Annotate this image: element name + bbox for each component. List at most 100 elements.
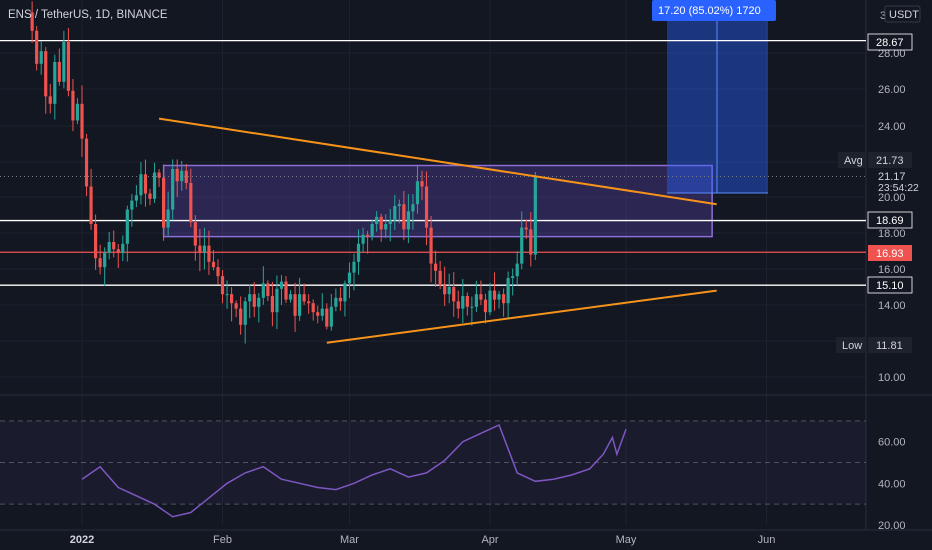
candle-body (492, 290, 497, 300)
candle-body (257, 297, 261, 307)
candle-body (438, 270, 442, 286)
countdown-value: 23:54:22 (878, 182, 919, 194)
candle-body (515, 263, 519, 277)
candle-body (53, 62, 57, 104)
last-price-value: 21.17 (878, 171, 906, 183)
candle-body (180, 170, 184, 182)
grid (0, 0, 932, 531)
candle-body (207, 245, 211, 262)
candle-body (243, 301, 247, 325)
candle-body (488, 290, 492, 313)
candle-body (456, 301, 460, 309)
candle-body (270, 296, 274, 313)
candle-body (284, 281, 288, 300)
candle-body (220, 276, 225, 295)
candle-body (370, 224, 374, 237)
candle-body (320, 308, 324, 316)
candle-body (202, 245, 206, 253)
candle-body (225, 294, 229, 296)
candle-body (429, 227, 433, 264)
price-tick-24.00: 24.00 (878, 121, 906, 133)
candle-body (211, 261, 216, 268)
candle-body (483, 299, 488, 313)
measure-box[interactable] (667, 0, 768, 194)
trendlines[interactable] (158, 117, 717, 344)
candle-body (307, 301, 311, 304)
candle-body (329, 306, 333, 327)
candle-body (529, 229, 533, 255)
candle-body (62, 41, 66, 82)
currency-badge[interactable]: USDT (884, 5, 921, 23)
candlestick-series (30, 1, 537, 344)
time-label-apr: Apr (481, 534, 498, 546)
candle-body (424, 186, 429, 228)
candle-body (279, 281, 284, 289)
candle-body (470, 306, 474, 308)
candle-body (103, 252, 107, 268)
last-price-marker: 21.17 23:54:22 (868, 169, 926, 194)
candle-body (420, 181, 424, 187)
candle-body (497, 294, 501, 300)
candle-body (479, 294, 483, 300)
candle-body (198, 245, 202, 253)
candle-body (134, 195, 138, 201)
candle-body (44, 51, 48, 97)
candle-body (130, 200, 134, 210)
candle-body (511, 276, 515, 278)
candle-body (375, 216, 379, 224)
candle-body (71, 90, 75, 121)
candle-body (293, 294, 297, 316)
level-red-value: 16.93 (876, 248, 904, 260)
candle-body (193, 222, 197, 246)
candle-body (121, 243, 125, 253)
rsi-line (81, 423, 627, 518)
candle-body (171, 169, 175, 210)
candle-body (334, 297, 338, 307)
trendline-resistance[interactable] (158, 117, 717, 206)
price-tick-26.00: 26.00 (878, 84, 906, 96)
consolidation-zone[interactable] (162, 164, 713, 238)
candle-body (434, 263, 438, 271)
candle-body (352, 261, 356, 273)
candle-body (506, 278, 510, 304)
candle-body (189, 183, 193, 223)
candle-body (139, 174, 143, 196)
low-marker: Low 11.81 (836, 337, 912, 353)
candle-body (84, 138, 89, 187)
price-tick-14.00: 14.00 (878, 300, 906, 312)
candle-body (406, 211, 410, 230)
price-tick-16.00: 16.00 (878, 264, 906, 276)
avg-value: 21.73 (876, 155, 904, 167)
rsi-tick-60.00: 60.00 (878, 437, 906, 449)
candle-body (474, 294, 478, 307)
candle-body (125, 209, 129, 244)
candle-body (248, 294, 252, 302)
candle-body (66, 41, 70, 91)
rsi-tick-20.00: 20.00 (878, 520, 906, 532)
candle-body (266, 283, 270, 296)
rsi-tick-40.00: 40.00 (878, 478, 906, 490)
trendline-support[interactable] (326, 289, 717, 344)
zone-rect[interactable] (162, 164, 713, 238)
candle-body (157, 172, 161, 178)
price-tick-20.00: 20.00 (878, 192, 906, 204)
time-axis[interactable]: 2022 Feb Mar Apr May Jun (70, 534, 776, 546)
candle-body (116, 249, 120, 253)
low-value: 11.81 (876, 340, 903, 352)
time-label-2022: 2022 (70, 534, 94, 546)
candle-body (325, 308, 329, 327)
candle-body (162, 177, 166, 228)
candle-body (502, 294, 506, 304)
candle-body (384, 224, 388, 230)
candle-body (230, 294, 234, 304)
time-label-may: May (616, 534, 637, 546)
candle-body (148, 193, 152, 199)
candle-body (152, 172, 157, 199)
candle-body (311, 303, 315, 313)
candle-body (112, 242, 116, 250)
measure-label-text: 17.20 (85.02%) 1720 (658, 5, 761, 17)
rsi-pane (0, 420, 866, 518)
candle-body (275, 288, 279, 313)
